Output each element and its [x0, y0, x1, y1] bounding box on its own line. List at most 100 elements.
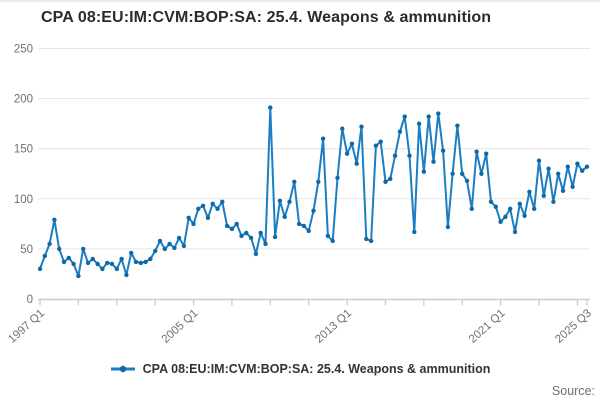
data-point-marker: [90, 256, 96, 262]
data-point-marker: [431, 159, 436, 164]
data-point-marker: [215, 206, 220, 211]
data-point-marker: [191, 221, 196, 227]
data-point-marker: [388, 176, 393, 181]
legend[interactable]: CPA 08:EU:IM:CVM:BOP:SA: 25.4. Weapons &…: [0, 362, 600, 376]
data-point-marker: [560, 188, 566, 193]
data-point-marker: [272, 234, 278, 240]
data-point-marker: [580, 168, 585, 173]
data-point-marker: [426, 114, 431, 119]
x-axis-tick-label: 1997 Q1: [6, 307, 47, 345]
data-point-marker: [565, 164, 570, 169]
y-axis-tick-label: 200: [14, 94, 33, 106]
data-point-marker: [335, 175, 340, 180]
data-point-marker: [220, 199, 225, 204]
data-point-marker: [42, 253, 47, 259]
data-point-marker: [258, 230, 263, 236]
data-point-marker: [301, 223, 307, 229]
x-axis-tick-label: 2021 Q1: [467, 307, 508, 345]
x-axis-tick-label: 2013 Q1: [313, 307, 354, 345]
source-note: Source:: [551, 384, 595, 398]
data-point-marker: [330, 238, 335, 244]
data-point-marker: [306, 228, 311, 234]
data-point-marker: [71, 261, 76, 267]
data-point-marker: [556, 171, 561, 176]
data-point-marker: [114, 266, 120, 272]
data-point-marker: [186, 215, 191, 220]
data-point-marker: [244, 230, 249, 236]
data-point-marker: [546, 166, 551, 171]
data-point-marker: [325, 233, 331, 239]
data-point-marker: [181, 243, 187, 249]
y-axis-tick-label: 250: [14, 44, 33, 56]
data-point-marker: [277, 198, 283, 203]
data-point-marker: [57, 246, 62, 252]
data-point-marker: [37, 266, 43, 272]
legend-series-marker-icon: [110, 365, 135, 373]
data-point-marker: [512, 229, 518, 235]
series-line: [39, 106, 588, 277]
data-point-marker: [460, 171, 465, 176]
data-point-marker: [464, 178, 470, 183]
data-point-marker: [268, 105, 273, 110]
data-point-marker: [61, 259, 67, 265]
data-point-marker: [359, 124, 364, 129]
data-point-marker: [119, 256, 124, 262]
data-point-marker: [440, 148, 446, 153]
data-point-marker: [498, 219, 503, 224]
data-point-marker: [469, 206, 474, 211]
data-point-marker: [541, 193, 546, 198]
x-axis-tick-label: 2005 Q1: [160, 307, 201, 345]
data-point-marker: [109, 261, 115, 267]
data-point-marker: [47, 241, 52, 247]
series-weapons-ammunition[interactable]: [37, 105, 590, 279]
data-point-marker: [354, 161, 359, 166]
data-point-marker: [210, 201, 215, 206]
data-point-marker: [167, 241, 172, 247]
data-point-marker: [157, 238, 163, 244]
data-point-marker: [129, 250, 134, 256]
data-point-marker: [364, 236, 369, 242]
data-point-marker: [138, 260, 143, 266]
chart-title: CPA 08:EU:IM:CVM:BOP:SA: 25.4. Weapons &…: [41, 9, 492, 26]
data-point-marker: [479, 171, 484, 176]
data-point-marker: [85, 260, 91, 266]
data-point-marker: [416, 121, 422, 126]
data-point-marker: [76, 273, 81, 279]
data-point-marker: [311, 208, 316, 213]
data-point-marker: [316, 179, 321, 184]
data-point-marker: [397, 129, 403, 134]
data-point-marker: [124, 272, 129, 278]
data-point-marker: [455, 123, 460, 128]
data-point-marker: [153, 248, 158, 254]
data-point-marker: [508, 206, 513, 211]
legend-series-label: CPA 08:EU:IM:CVM:BOP:SA: 25.4. Weapons &…: [142, 362, 491, 376]
y-axis-tick-label: 50: [20, 244, 33, 256]
data-point-marker: [196, 206, 201, 211]
data-point-marker: [224, 223, 230, 229]
data-point-marker: [248, 235, 254, 241]
data-point-marker: [172, 245, 177, 251]
data-point-marker: [551, 199, 556, 204]
data-point-marker: [445, 224, 451, 230]
data-point-marker: [436, 111, 441, 116]
data-point-marker: [584, 164, 590, 169]
data-point-marker: [95, 261, 100, 267]
data-point-marker: [229, 226, 235, 232]
data-point-marker: [402, 114, 407, 119]
data-point-marker: [143, 259, 148, 265]
data-point-marker: [234, 221, 239, 227]
data-point-marker: [421, 169, 427, 174]
data-point-marker: [527, 189, 532, 194]
data-point-marker: [575, 161, 580, 166]
x-axis-tick-label: 2025 Q3: [553, 307, 594, 345]
data-point-marker: [493, 204, 498, 209]
data-point-marker: [373, 143, 379, 148]
data-point-marker: [176, 235, 182, 241]
data-point-marker: [320, 136, 326, 141]
data-point-marker: [383, 179, 388, 184]
data-point-marker: [239, 233, 244, 239]
data-point-marker: [570, 184, 575, 189]
data-point-marker: [296, 221, 302, 227]
